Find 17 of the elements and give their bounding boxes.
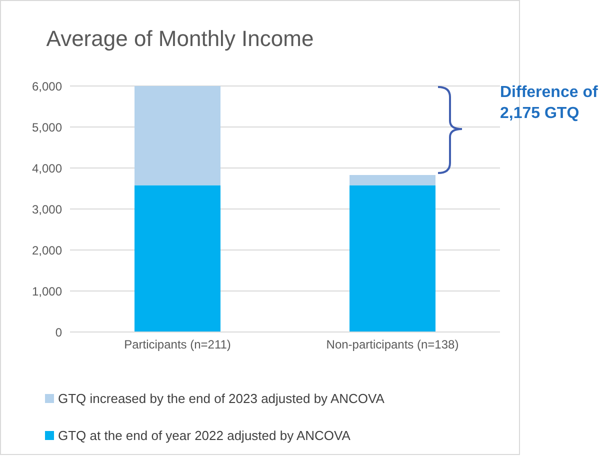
bar	[134, 185, 220, 332]
y-tick-label: 5,000	[32, 120, 62, 134]
y-tick-label: 0	[55, 325, 62, 340]
bar	[134, 86, 220, 186]
y-tick-label: 3,000	[32, 202, 62, 216]
y-tick-label: 4,000	[32, 161, 62, 176]
legend-label: GTQ increased by the end of 2023 adjusted by ANCOVA	[58, 391, 384, 406]
x-tick-label: Participants (n=211)	[124, 338, 231, 352]
y-tick-label: 2,000	[32, 243, 62, 258]
legend-label: GTQ at the end of year 2022 adjusted by ANCOVA	[58, 428, 350, 443]
bar	[350, 174, 436, 186]
annotation: Difference of 2,175 GTQ	[500, 83, 599, 124]
x-tick-label: Non-participants (n=138)	[326, 338, 459, 352]
y-tick-label: 1,000	[32, 284, 62, 298]
y-tick-label: 6,000	[32, 79, 62, 94]
bar	[350, 185, 436, 332]
chart-title: Average of Monthly Income	[45, 26, 315, 52]
